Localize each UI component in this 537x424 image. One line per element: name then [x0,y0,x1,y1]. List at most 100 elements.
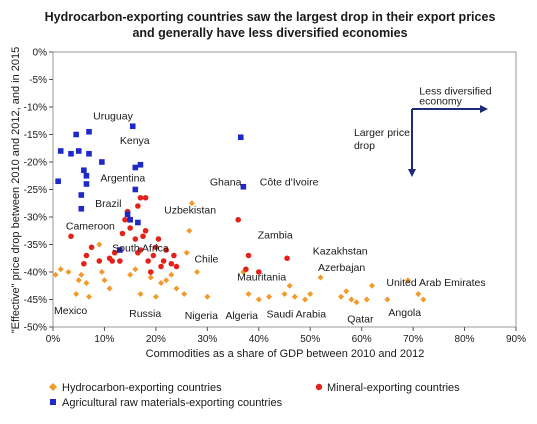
hydrocarbon-data-point [173,285,180,292]
legend-label-mineral: Mineral-exporting countries [327,382,460,394]
mineral-data-point [163,247,169,253]
annotation-label: United Arab Emirates [386,277,485,289]
mineral-data-point [137,247,144,253]
mineral-data-point [83,252,90,259]
hydrocarbon-data-point [286,282,293,289]
point-labels: Uruguay Kenya Argentina Brazil Cameroon South… [54,85,492,325]
legend-item-mineral: Mineral-exporting countries [315,382,460,394]
agricultural-data-point [78,205,85,212]
y-tick-label: 0% [33,48,48,59]
x-tick-label: 0% [46,334,61,345]
hydrocarbon-data-point [266,293,273,300]
legend-marker-mineral [315,383,323,391]
y-tick-label: -5% [29,75,47,86]
annotation-label: Qatar [347,314,374,326]
y-tick-label: -10% [24,103,47,114]
chart-title-line-1: Hydrocarbon-exporting countries saw the … [45,10,496,24]
hydrocarbon-data-point [415,291,422,297]
mineral-data-point [171,252,177,259]
x-tick-label: 30% [197,334,217,345]
mineral-data-point [88,244,95,251]
agricultural-data-point [135,219,141,226]
mineral-data-point [117,258,123,264]
mineral-data-point [132,236,139,242]
annotation-label: Ghana [210,177,242,189]
y-tick-label: -50% [24,323,47,334]
hydrocarbon-data-point [183,249,190,256]
annotation-label: drop [354,140,375,152]
agricultural-data-point [132,186,139,193]
mineral-data-point [68,233,74,240]
agricultural-data-point [240,183,247,190]
hydrocarbon-data-point [317,274,324,281]
mineral-data-point [245,252,252,259]
hydrocarbon-data-point [204,293,211,300]
annotation-label: Mauritania [237,271,286,283]
mineral-data-point [109,258,115,264]
mineral-data-point [235,216,241,223]
annotation-label: South Africa [112,243,169,255]
x-tick-label: 60% [352,334,372,345]
agricultural-data-point [86,150,92,157]
annotation-label: Russia [129,308,161,320]
agricultural-data-point [99,159,105,165]
agricultural-data-point [83,181,90,187]
hydrocarbon-data-point [343,288,350,295]
legend-item-hydrocarbon: Hydrocarbon-exporting countries [49,382,222,394]
hydrocarbon-data-point [168,271,175,278]
hydrocarbon-data-point [291,293,298,300]
direction-arrows [408,105,488,177]
y-tick-label: -20% [24,158,47,169]
data-points [52,123,427,306]
annotation-label: economy [419,95,462,107]
hydrocarbon-data-point [368,282,375,289]
mineral-data-point [284,255,290,262]
annotation-label: Less diversified [419,85,492,97]
mineral-data-point [153,244,159,251]
y-tick-label: -45% [24,295,47,306]
agricultural-data-point [129,123,136,130]
annotation-label: Uruguay [93,111,133,123]
hydrocarbon-data-point [186,227,193,234]
annotation-label: Mexico [54,305,87,317]
annotation-label: Angola [388,307,421,319]
mineral-data-point [111,249,118,256]
x-tick-label: 80% [455,334,475,345]
agricultural-data-point [83,172,90,179]
hydrocarbon-data-point [137,291,144,297]
hydrocarbon-data-point [353,299,360,306]
chart-title: Hydrocarbon-exporting countries saw the … [45,10,496,40]
x-tick-label: 90% [506,334,526,345]
mineral-data-point [150,252,157,259]
legend-label-agricultural: Agricultural raw materials-exporting cou… [62,397,283,409]
annotation-label: Cameroon [66,221,115,233]
hydrocarbon-data-point [57,266,64,273]
annotation-label: Uzbekistan [164,205,216,217]
mineral-data-point [243,266,249,273]
annotation-label: Nigeria [185,310,218,322]
agricultural-data-point [127,216,133,223]
agricultural-data-point [132,164,139,171]
hydrocarbon-data-point [75,277,82,284]
hydrocarbon-data-point [98,269,105,275]
mineral-data-point [168,260,175,267]
agricultural-data-point [57,148,64,154]
hydrocarbon-data-point [255,296,262,303]
hydrocarbon-data-point [348,296,355,303]
hydrocarbon-data-point [307,291,314,297]
hydrocarbon-data-point [302,296,309,303]
mineral-data-point [147,269,154,275]
agricultural-data-point [81,167,87,174]
x-tick-label: 20% [146,334,166,345]
x-tick-label: 40% [249,334,269,345]
agricultural-data-point [55,178,61,185]
y-axis: 0% -5% -10% -15% -20% -25% -30% -35% -40% -45% -50… [24,48,53,334]
annotation-label: Kenya [120,135,150,147]
mineral-data-point [158,263,164,270]
mineral-data-point [142,194,149,201]
x-tick-label: 10% [94,334,114,345]
hydrocarbon-data-point [106,285,113,292]
hydrocarbon-data-point [404,277,411,284]
legend-marker-hydrocarbon [49,383,57,391]
